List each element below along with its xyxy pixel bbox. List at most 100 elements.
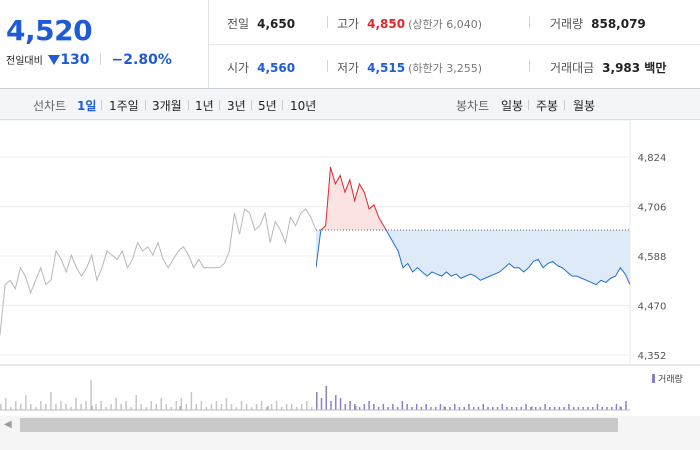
- volume-bar-today: [316, 392, 318, 410]
- y-tick-label: 4,470: [638, 302, 667, 313]
- y-tick-label: 4,824: [638, 153, 667, 164]
- change-label: 전일대비: [6, 56, 43, 67]
- volume-bar-prev: [210, 404, 213, 410]
- volume-bar-today: [553, 407, 556, 410]
- volume-bar-today: [425, 404, 427, 410]
- volume-bar-prev: [120, 404, 122, 410]
- volume-bar-today: [325, 386, 328, 410]
- volume-bar-today: [444, 407, 446, 410]
- volume-bar-today: [377, 407, 380, 410]
- stat-value: 3,983 백만: [602, 61, 667, 75]
- stat-value: 858,079: [591, 17, 646, 31]
- volume-bar-prev: [190, 392, 193, 410]
- volume-bar-today: [492, 407, 494, 410]
- volume-bar-prev: [0, 404, 2, 410]
- stat-value: 4,850: [367, 17, 406, 31]
- volume-bar-today: [320, 398, 323, 410]
- scroll-left-icon[interactable]: ◀: [4, 419, 12, 430]
- volume-bar-today: [563, 407, 565, 410]
- volume-bar-today: [339, 398, 342, 410]
- today-line-up: [320, 166, 387, 230]
- volume-bar-today: [363, 404, 366, 410]
- volume-bar-today: [420, 407, 423, 410]
- volume-bar-prev: [75, 398, 77, 410]
- y-tick-label: 4,588: [638, 252, 667, 263]
- chart-toolbar: 선차트 1일 1주일 3개월 1년 3년 5년 10년 봉차트 일봉 주봉 월봉: [0, 89, 700, 120]
- volume-bar-prev: [205, 407, 208, 410]
- volume-bar-today: [591, 407, 594, 410]
- stat-label: 시가: [227, 61, 250, 75]
- volume-bar-prev: [15, 401, 17, 410]
- volume-bar-prev: [160, 398, 163, 410]
- volume-bar-prev: [180, 398, 183, 410]
- range-1w[interactable]: 1주일: [109, 99, 139, 113]
- volume-bar-today: [487, 407, 489, 410]
- range-1y[interactable]: 1년: [195, 99, 214, 113]
- volume-bar-prev: [30, 404, 32, 410]
- volume-bar-today: [368, 401, 370, 410]
- volume-bar-today: [354, 404, 356, 410]
- stat-prev-close: 전일 4,650: [227, 15, 295, 32]
- range-10y[interactable]: 10년: [290, 99, 317, 113]
- candle-daily[interactable]: 일봉: [501, 99, 524, 113]
- range-3y[interactable]: 3년: [227, 99, 246, 113]
- current-price: 4,520: [6, 14, 93, 47]
- volume-bar-today: [373, 404, 375, 410]
- volume-bar-today: [387, 407, 389, 410]
- volume-bar-prev: [130, 407, 132, 410]
- volume-bar-prev: [20, 404, 22, 410]
- range-1d[interactable]: 1일: [77, 99, 97, 113]
- candle-chart-label: 봉차트: [456, 99, 490, 113]
- today-line-down: [316, 229, 630, 286]
- volume-bar-prev: [255, 404, 258, 410]
- stat-label: 고가: [337, 17, 360, 31]
- volume-bar-prev: [135, 395, 137, 410]
- volume-bar-today: [530, 407, 532, 410]
- volume-bar-today: [558, 407, 561, 410]
- stat-volume: 거래량 858,079: [550, 15, 646, 32]
- volume-bar-prev: [25, 395, 27, 410]
- volume-bar-prev: [270, 404, 273, 410]
- volume-bar-today: [620, 407, 622, 410]
- volume-bar-prev: [275, 401, 278, 410]
- volume-bar-prev: [10, 407, 12, 410]
- candle-monthly[interactable]: 월봉: [573, 99, 596, 113]
- quote-header: 4,520 전일대비 130 −2.80% 전일 4,650 고가 4,850 (상한…: [0, 0, 700, 89]
- chart-scrollbar[interactable]: ◀: [0, 412, 700, 450]
- row-divider: [209, 44, 700, 45]
- volume-bar-today: [606, 407, 608, 410]
- volume-bar-prev: [55, 404, 57, 410]
- volume-bar-today: [511, 407, 513, 410]
- volume-bar-today: [477, 407, 480, 410]
- volume-bar-today: [568, 404, 570, 410]
- range-5y[interactable]: 5년: [258, 99, 277, 113]
- volume-bar-today: [344, 404, 347, 410]
- volume-bar-today: [587, 407, 589, 410]
- volume-bar-prev: [200, 401, 203, 410]
- line-chart-label: 선차트: [33, 99, 67, 113]
- change-row: 전일대비 130 −2.80%: [6, 52, 172, 68]
- divider: [100, 53, 102, 65]
- candle-weekly[interactable]: 주봉: [536, 99, 559, 113]
- volume-bar-today: [430, 407, 432, 410]
- scrollbar-thumb[interactable]: [20, 418, 618, 432]
- volume-bar-today: [401, 401, 404, 410]
- volume-bar-prev: [110, 404, 112, 410]
- stat-low: 저가 4,515 (하한가 3,255): [337, 59, 482, 76]
- volume-bar-today: [349, 401, 351, 410]
- range-3m[interactable]: 3개월: [152, 99, 182, 113]
- stat-value: 4,560: [257, 61, 296, 75]
- volume-bar-today: [458, 407, 461, 410]
- volume-bar-prev: [240, 401, 243, 410]
- volume-bar-prev: [60, 401, 62, 410]
- divider: [219, 100, 220, 110]
- volume-bar-today: [520, 407, 523, 410]
- divider: [282, 100, 283, 110]
- volume-bar-prev: [195, 404, 198, 410]
- volume-bar-prev: [145, 407, 147, 410]
- volume-bar-today: [453, 404, 456, 410]
- volume-bar-today: [515, 407, 518, 410]
- volume-bar-today: [411, 407, 413, 410]
- volume-bar-prev: [140, 404, 142, 410]
- volume-bar-today: [596, 404, 599, 410]
